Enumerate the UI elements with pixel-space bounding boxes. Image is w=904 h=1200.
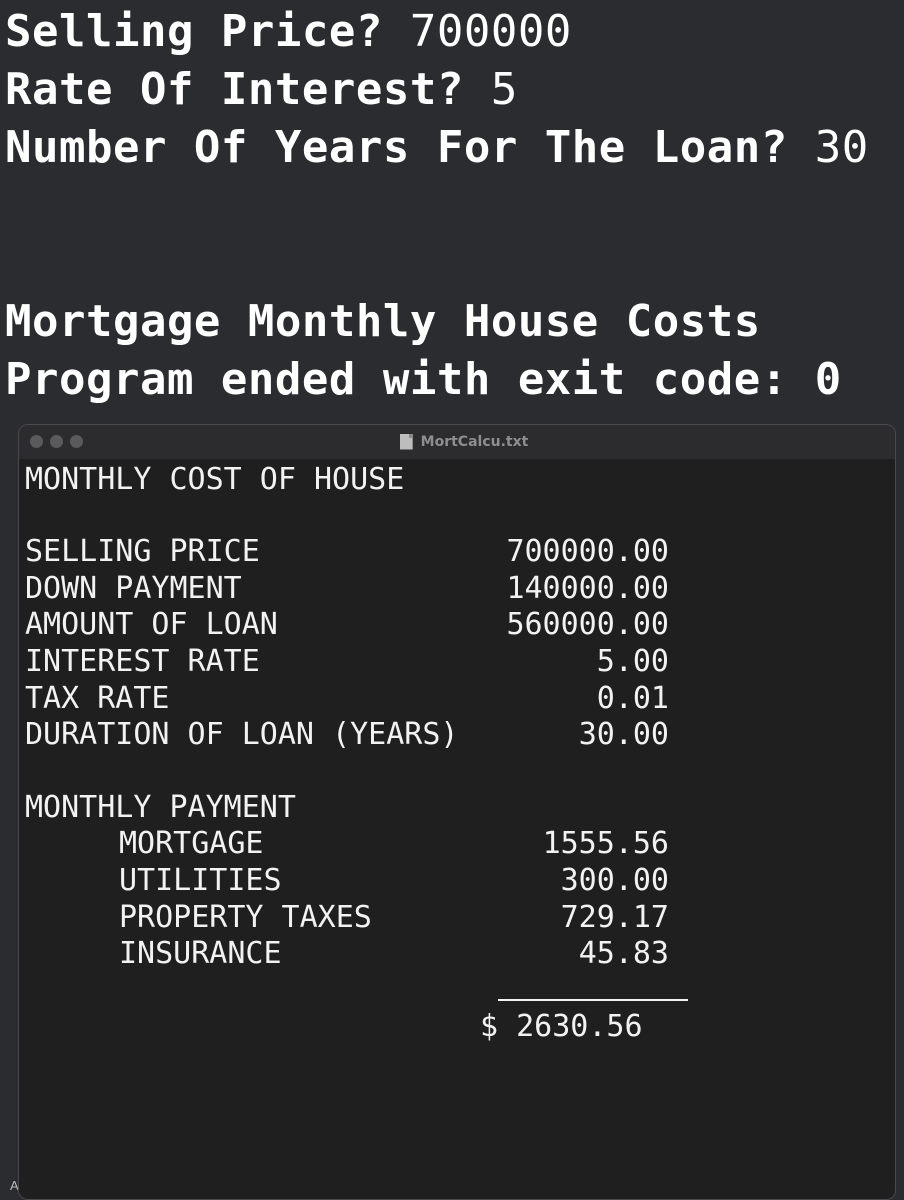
minimize-window-button[interactable] <box>50 435 63 448</box>
console-prompt-rate-of-interest: Rate Of Interest? 5 <box>5 68 518 112</box>
console-prompt-number-of-years: Number Of Years For The Loan? 30 <box>5 126 869 170</box>
text-document-icon <box>399 433 414 451</box>
payment-label: UTILITIES <box>119 863 282 898</box>
prompt-question: Rate Of Interest? <box>5 64 464 115</box>
document-heading: MONTHLY COST OF HOUSE <box>25 462 405 497</box>
window-title-group: MortCalcu.txt <box>19 425 895 459</box>
summary-value: 140000.00 <box>506 571 669 606</box>
console-prompt-selling-price: Selling Price? 700000 <box>5 10 572 54</box>
prompt-question: Selling Price? <box>5 6 383 57</box>
document-text-area[interactable]: MONTHLY COST OF HOUSE SELLING PRICE 7000… <box>19 459 895 1199</box>
payment-value: 45.83 <box>578 936 669 971</box>
summary-value: 30.00 <box>578 717 669 752</box>
payment-value: 1555.56 <box>542 826 669 861</box>
prompt-answer: 700000 <box>409 6 572 57</box>
prompt-question: Number Of Years For The Loan? <box>5 122 788 173</box>
summary-label: TAX RATE <box>25 681 170 716</box>
window-titlebar[interactable]: MortCalcu.txt <box>19 425 895 460</box>
summary-value: 700000.00 <box>506 534 669 569</box>
summary-value: 560000.00 <box>506 607 669 642</box>
window-title: MortCalcu.txt <box>420 434 529 450</box>
close-window-button[interactable] <box>30 435 43 448</box>
zoom-window-button[interactable] <box>70 435 83 448</box>
prompt-answer: 30 <box>814 122 869 173</box>
prompt-answer: 5 <box>490 64 518 115</box>
summary-value: 0.01 <box>596 681 669 716</box>
payment-label: PROPERTY TAXES <box>119 900 372 935</box>
text-file-window[interactable]: MortCalcu.txt MONTHLY COST OF HOUSE SELL… <box>18 424 896 1200</box>
console-exit-message: Program ended with exit code: 0 <box>5 354 842 405</box>
payment-label: MORTGAGE <box>119 826 264 861</box>
total-divider <box>498 999 688 1001</box>
edge-glyph: A <box>10 1178 19 1193</box>
console-output-heading: Mortgage Monthly House Costs <box>5 296 761 347</box>
summary-label: DOWN PAYMENT <box>25 571 242 606</box>
payment-value: 729.17 <box>560 900 669 935</box>
summary-value: 5.00 <box>596 644 669 679</box>
payment-label: INSURANCE <box>119 936 282 971</box>
summary-label: AMOUNT OF LOAN <box>25 607 278 642</box>
summary-label: SELLING PRICE <box>25 534 260 569</box>
summary-label: INTEREST RATE <box>25 644 260 679</box>
total-monthly-cost: $ 2630.56 <box>480 1009 643 1044</box>
monthly-payment-heading: MONTHLY PAYMENT <box>25 790 296 825</box>
summary-label: DURATION OF LOAN (YEARS) <box>25 717 459 752</box>
payment-value: 300.00 <box>560 863 669 898</box>
